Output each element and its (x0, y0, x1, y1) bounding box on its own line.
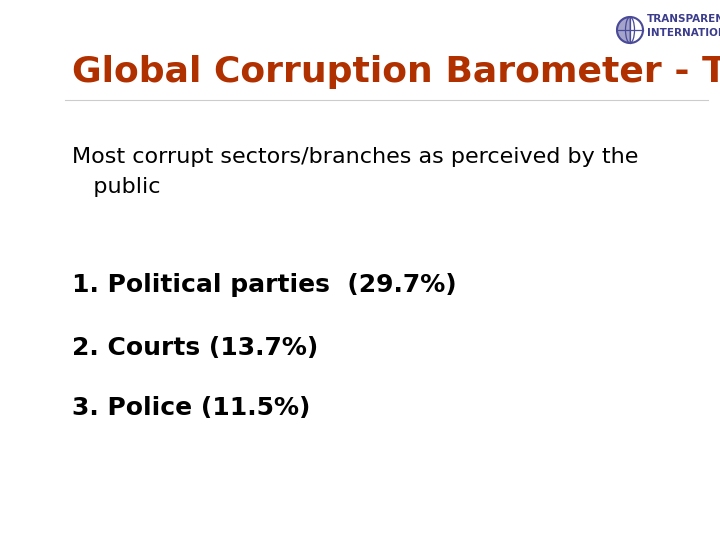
Text: Global Corruption Barometer - Trends: Global Corruption Barometer - Trends (72, 55, 720, 89)
Text: TRANSPARENCY
INTERNATIONAL: TRANSPARENCY INTERNATIONAL (647, 15, 720, 38)
Text: 1. Political parties  (29.7%): 1. Political parties (29.7%) (72, 273, 456, 297)
Text: 3. Police (11.5%): 3. Police (11.5%) (72, 396, 310, 420)
Polygon shape (617, 17, 630, 43)
Text: Most corrupt sectors/branches as perceived by the
   public: Most corrupt sectors/branches as perceiv… (72, 147, 639, 197)
Text: 2. Courts (13.7%): 2. Courts (13.7%) (72, 336, 318, 360)
